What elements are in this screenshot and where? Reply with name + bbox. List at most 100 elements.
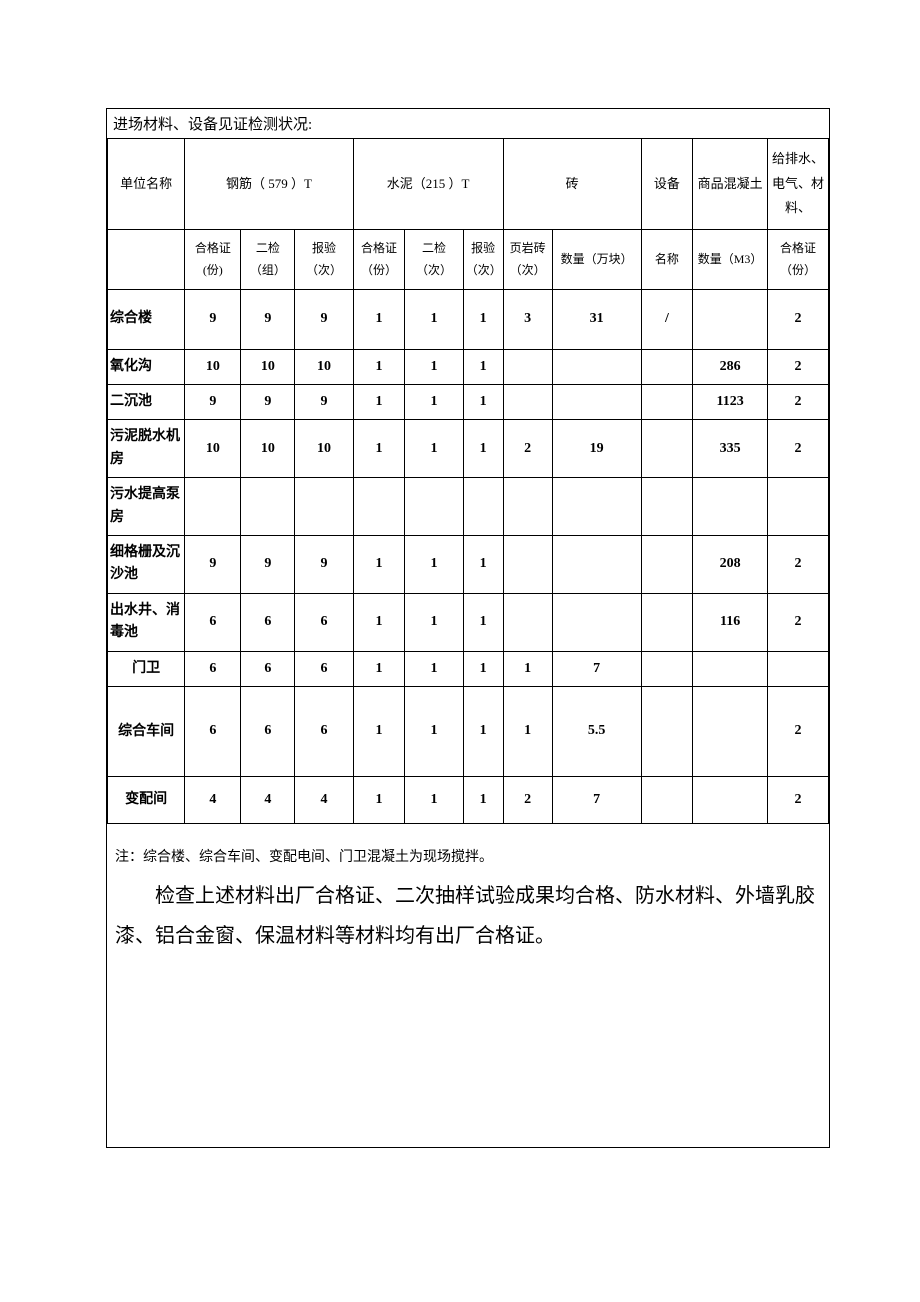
header-row-2: 合格证(份) 二检（组） 报验（次） 合格证（份） 二检（次） 报验（次） 页岩… xyxy=(108,230,829,290)
cell: 1 xyxy=(353,420,404,478)
cell: 2 xyxy=(768,535,829,593)
row-label: 变配间 xyxy=(108,776,185,823)
cell: 7 xyxy=(552,651,641,686)
hdr-cert2: 合格证（份） xyxy=(353,230,404,290)
cell xyxy=(641,535,692,593)
cell: 1 xyxy=(405,349,464,384)
cell: 4 xyxy=(295,776,354,823)
cell: 9 xyxy=(241,290,295,349)
cell xyxy=(552,478,641,536)
cell: 1 xyxy=(405,776,464,823)
cell: 4 xyxy=(241,776,295,823)
row-label: 细格栅及沉沙池 xyxy=(108,535,185,593)
hdr-cert: 合格证(份) xyxy=(185,230,241,290)
cell: 2 xyxy=(768,776,829,823)
cell: 6 xyxy=(241,686,295,776)
document-frame: 进场材料、设备见证检测状况: 单位名称 钢筋（ 579 ）T 水泥（215 ）T… xyxy=(106,108,830,958)
cell xyxy=(405,478,464,536)
row-label: 污泥脱水机房 xyxy=(108,420,185,478)
cell: 208 xyxy=(693,535,768,593)
table-row: 综合车间 6 6 6 1 1 1 1 5.5 2 xyxy=(108,686,829,776)
cell xyxy=(641,349,692,384)
cell: 1 xyxy=(405,290,464,349)
cell xyxy=(353,478,404,536)
cell: 1 xyxy=(405,651,464,686)
cell xyxy=(552,593,641,651)
cell: 1 xyxy=(463,420,503,478)
table-row: 二沉池 9 9 9 1 1 1 1123 2 xyxy=(108,385,829,420)
cell: 9 xyxy=(185,385,241,420)
cell: / xyxy=(641,290,692,349)
row-label: 氧化沟 xyxy=(108,349,185,384)
table-row: 细格栅及沉沙池 9 9 9 1 1 1 208 2 xyxy=(108,535,829,593)
cell: 9 xyxy=(295,535,354,593)
cell: 7 xyxy=(552,776,641,823)
cell: 9 xyxy=(241,385,295,420)
cell: 1 xyxy=(463,535,503,593)
cell: 1 xyxy=(353,593,404,651)
cell: 1 xyxy=(405,420,464,478)
cell: 2 xyxy=(768,349,829,384)
cell xyxy=(241,478,295,536)
table-row: 变配间 4 4 4 1 1 1 2 7 2 xyxy=(108,776,829,823)
cell xyxy=(552,349,641,384)
hdr-qty-wan: 数量（万块） xyxy=(552,230,641,290)
cell: 1 xyxy=(503,686,552,776)
cell: 2 xyxy=(503,776,552,823)
cell xyxy=(641,686,692,776)
hdr-utilities: 给排水、电气、材料、 xyxy=(768,139,829,230)
hdr-concrete: 商品混凝土 xyxy=(693,139,768,230)
cell: 3 xyxy=(503,290,552,349)
cell: 1 xyxy=(353,651,404,686)
materials-table: 单位名称 钢筋（ 579 ）T 水泥（215 ）T 砖 设备 商品混凝土 给排水… xyxy=(107,138,829,824)
cell: 6 xyxy=(185,686,241,776)
cell: 31 xyxy=(552,290,641,349)
hdr-unit-name: 单位名称 xyxy=(108,139,185,230)
cell: 2 xyxy=(503,420,552,478)
cell xyxy=(693,651,768,686)
hdr-equipment: 设备 xyxy=(641,139,692,230)
cell: 2 xyxy=(768,420,829,478)
cell: 2 xyxy=(768,686,829,776)
cell: 6 xyxy=(241,593,295,651)
cell: 286 xyxy=(693,349,768,384)
cell: 6 xyxy=(241,651,295,686)
cell: 116 xyxy=(693,593,768,651)
cell xyxy=(552,385,641,420)
cell xyxy=(693,776,768,823)
cell: 335 xyxy=(693,420,768,478)
cell: 6 xyxy=(295,651,354,686)
cell: 1 xyxy=(463,349,503,384)
cell: 19 xyxy=(552,420,641,478)
cell xyxy=(693,686,768,776)
cell: 9 xyxy=(241,535,295,593)
cell: 1 xyxy=(463,686,503,776)
hdr-steel: 钢筋（ 579 ）T xyxy=(185,139,354,230)
cell: 10 xyxy=(241,420,295,478)
hdr-cement: 水泥（215 ）T xyxy=(353,139,503,230)
cell: 1 xyxy=(405,593,464,651)
hdr-cert3: 合格证（份） xyxy=(768,230,829,290)
cell: 1 xyxy=(353,290,404,349)
cell xyxy=(768,651,829,686)
hdr-shale-brick: 页岩砖（次） xyxy=(503,230,552,290)
cell xyxy=(693,478,768,536)
footnote: 注：综合楼、综合车间、变配电间、门卫混凝土为现场搅拌。 xyxy=(107,824,829,874)
hdr-recheck-grp: 二检（组） xyxy=(241,230,295,290)
cell: 2 xyxy=(768,385,829,420)
cell: 1 xyxy=(405,686,464,776)
row-label: 污水提高泵房 xyxy=(108,478,185,536)
row-label: 综合楼 xyxy=(108,290,185,349)
cell xyxy=(693,290,768,349)
row-label: 二沉池 xyxy=(108,385,185,420)
row-label: 出水井、消毒池 xyxy=(108,593,185,651)
cell: 10 xyxy=(185,420,241,478)
cell xyxy=(503,385,552,420)
hdr-name: 名称 xyxy=(641,230,692,290)
cell: 10 xyxy=(241,349,295,384)
cell: 1 xyxy=(353,776,404,823)
cell xyxy=(641,420,692,478)
cell xyxy=(503,535,552,593)
table-row: 出水井、消毒池 6 6 6 1 1 1 116 2 xyxy=(108,593,829,651)
cell xyxy=(503,593,552,651)
